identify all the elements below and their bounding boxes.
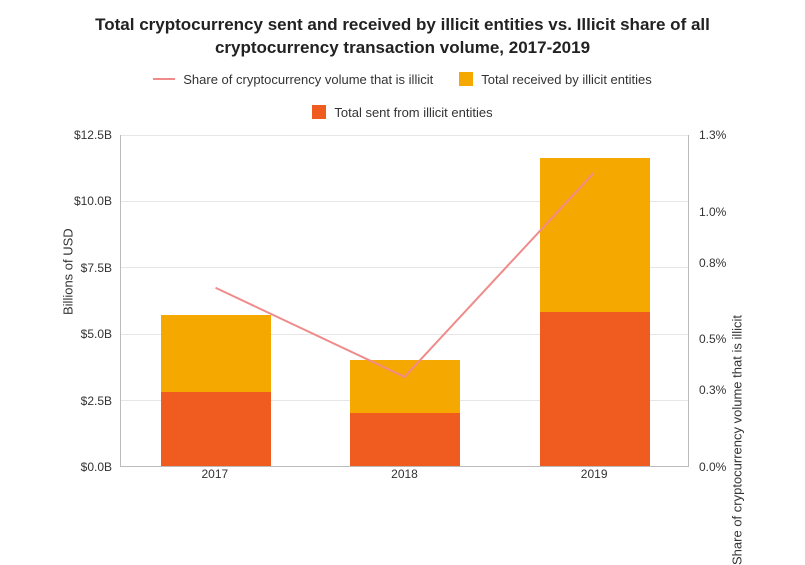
legend-item-line: Share of cryptocurrency volume that is i… xyxy=(153,72,433,87)
y-left-tick-label: $12.5B xyxy=(60,128,118,142)
chart-title: Total cryptocurrency sent and received b… xyxy=(0,0,805,66)
y-left-tick-label: $5.0B xyxy=(60,327,118,341)
chart-container: Total cryptocurrency sent and received b… xyxy=(0,0,805,535)
square-swatch-icon xyxy=(312,105,326,119)
legend-item-sent: Total sent from illicit entities xyxy=(40,105,765,120)
y-right-tick-label: 0.3% xyxy=(693,383,745,397)
legend-label-received: Total received by illicit entities xyxy=(481,72,652,87)
chart-area: Billions of USD Share of cryptocurrency … xyxy=(60,135,745,495)
square-swatch-icon xyxy=(459,72,473,86)
line-swatch-icon xyxy=(153,78,175,80)
x-tick-label: 2017 xyxy=(201,461,228,495)
y-left-tick-label: $2.5B xyxy=(60,394,118,408)
y-left-tick-label: $7.5B xyxy=(60,261,118,275)
x-tick-label: 2019 xyxy=(581,461,608,495)
y-left-tick-label: $10.0B xyxy=(60,194,118,208)
y-right-tick-label: 0.8% xyxy=(693,256,745,270)
y-right-tick-label: 0.0% xyxy=(693,460,745,474)
x-tick-label: 2018 xyxy=(391,461,418,495)
y-right-axis-label: Share of cryptocurrency volume that is i… xyxy=(730,315,745,565)
y-right-tick-label: 1.3% xyxy=(693,128,745,142)
y-right-tick-label: 1.0% xyxy=(693,205,745,219)
plot-region xyxy=(120,135,689,467)
share-line xyxy=(216,173,594,377)
legend-label-sent: Total sent from illicit entities xyxy=(334,105,492,120)
line-layer xyxy=(121,135,688,466)
y-right-tick-label: 0.5% xyxy=(693,332,745,346)
legend-label-line: Share of cryptocurrency volume that is i… xyxy=(183,72,433,87)
y-left-tick-label: $0.0B xyxy=(60,460,118,474)
chart-legend: Share of cryptocurrency volume that is i… xyxy=(0,66,805,130)
legend-item-received: Total received by illicit entities xyxy=(459,72,652,87)
